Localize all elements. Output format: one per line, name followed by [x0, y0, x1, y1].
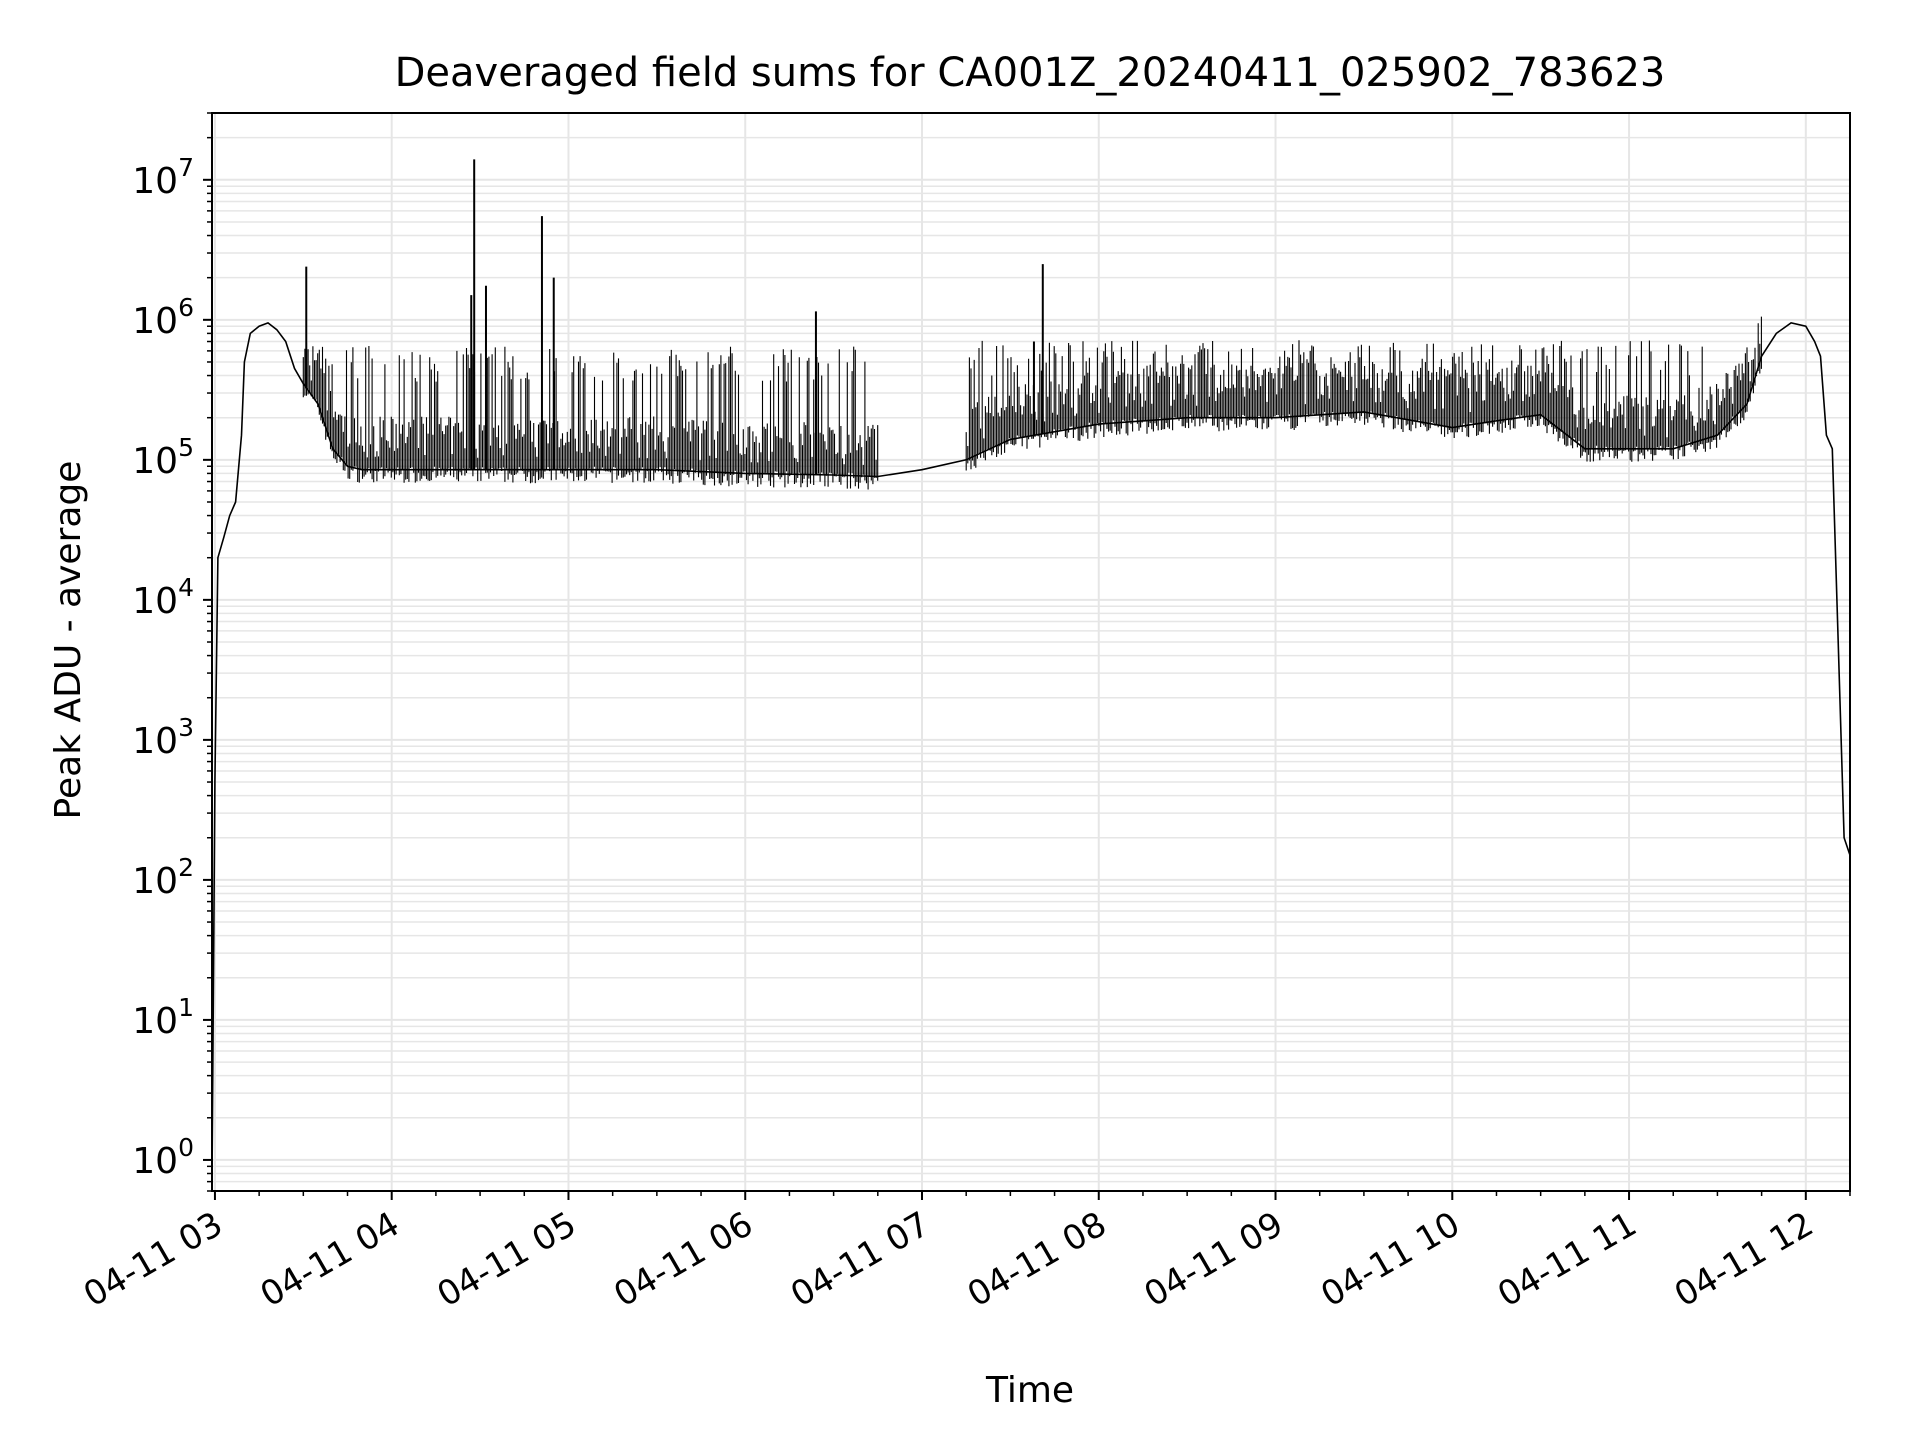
x-axis-label: Time — [985, 1370, 1074, 1411]
y-tick-exponent: 1 — [178, 993, 194, 1022]
spike-band — [965, 316, 1762, 471]
y-tick-base: 10 — [132, 581, 178, 622]
y-tick-base: 10 — [132, 1141, 178, 1182]
y-tick-exponent: 6 — [178, 293, 194, 322]
y-tick-label: 101 — [132, 993, 194, 1042]
y-tick-label: 106 — [132, 293, 194, 342]
y-tick-base: 10 — [132, 861, 178, 902]
y-tick-label: 107 — [132, 153, 194, 202]
y-tick-exponent: 3 — [178, 713, 194, 742]
y-tick-base: 10 — [132, 441, 178, 482]
chart-title: Deaveraged field sums for CA001Z_2024041… — [395, 50, 1666, 96]
y-tick-label: 100 — [132, 1133, 194, 1182]
y-tick-exponent: 0 — [178, 1133, 194, 1162]
y-tick-exponent: 4 — [178, 573, 194, 602]
series-group — [211, 159, 1851, 1182]
y-tick-label: 103 — [132, 713, 194, 762]
y-tick-label: 105 — [132, 433, 194, 482]
y-tick-base: 10 — [132, 1001, 178, 1042]
y-tick-base: 10 — [132, 161, 178, 202]
y-tick-label: 104 — [132, 573, 194, 622]
y-tick-label: 102 — [132, 853, 194, 902]
series-line — [211, 321, 1851, 1182]
plot-frame — [211, 112, 1851, 1192]
grid — [212, 112, 1850, 1192]
y-tick-exponent: 2 — [178, 853, 194, 882]
y-tick-base: 10 — [132, 301, 178, 342]
y-tick-exponent: 5 — [178, 433, 194, 462]
y-tick-base: 10 — [132, 721, 178, 762]
y-axis-label: Peak ADU - average — [48, 461, 89, 820]
y-tick-exponent: 7 — [178, 153, 194, 182]
